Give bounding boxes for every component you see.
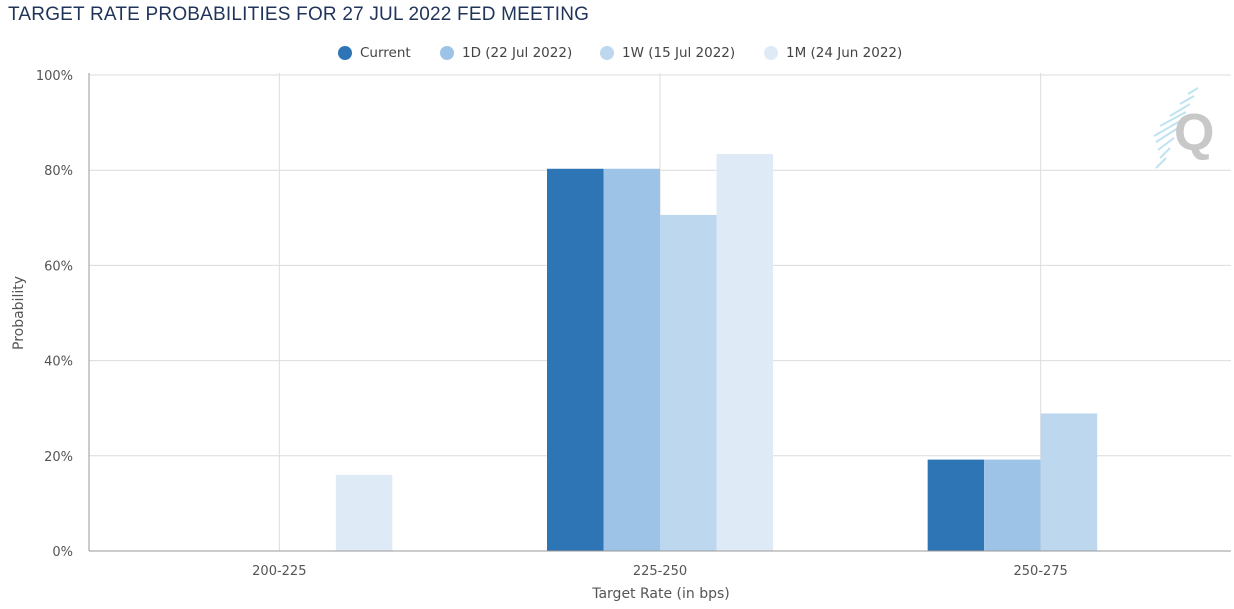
legend-item-1m[interactable]: 1M (24 Jun 2022) (764, 42, 902, 64)
legend-label: 1M (24 Jun 2022) (786, 45, 903, 61)
x-axis-title: Target Rate (in bps) (591, 586, 730, 602)
y-tick-label: 20% (44, 450, 73, 465)
bar-225-250-series-1[interactable] (603, 168, 661, 551)
x-tick-label: 200-225 (252, 564, 306, 579)
bar-250-275-series-1[interactable] (984, 459, 1041, 551)
legend-item-1w[interactable]: 1W (15 Jul 2022) (600, 42, 735, 64)
y-tick-label: 100% (36, 69, 73, 84)
legend-label: Current (360, 45, 411, 61)
x-tick-label: 225-250 (633, 564, 687, 579)
legend-marker-icon (440, 46, 454, 60)
x-tick-label: 250-275 (1014, 564, 1068, 579)
legend-label: 1W (15 Jul 2022) (622, 45, 736, 61)
q-logo-icon: Q (1153, 87, 1214, 169)
y-axis-title: Probability (11, 276, 27, 350)
legend-label: 1D (22 Jul 2022) (462, 45, 573, 61)
x-axis-ticks: 200-225 225-250 250-275 (252, 564, 1068, 579)
legend-marker-icon (338, 46, 352, 60)
page-title: TARGET RATE PROBABILITIES FOR 27 JUL 202… (8, 4, 590, 25)
legend-marker-icon (764, 46, 778, 60)
y-axis-ticks: 0% 20% 40% 60% 80% 100% (36, 69, 73, 560)
y-tick-label: 60% (44, 259, 73, 274)
svg-text:Q: Q (1174, 104, 1214, 162)
bar-225-250-series-2[interactable] (660, 214, 717, 551)
legend-item-1d[interactable]: 1D (22 Jul 2022) (440, 42, 572, 64)
chart-legend: Current 1D (22 Jul 2022) 1W (15 Jul 2022… (0, 42, 1234, 64)
bar-250-275-series-0[interactable] (927, 459, 985, 551)
legend-marker-icon (600, 46, 614, 60)
y-tick-label: 0% (52, 545, 73, 560)
bar-225-250-series-0[interactable] (547, 168, 604, 551)
bars (335, 154, 1098, 552)
bar-250-275-series-2[interactable] (1040, 413, 1098, 551)
bar-200-225-series-3[interactable] (335, 474, 393, 551)
y-tick-label: 40% (44, 355, 73, 370)
bar-225-250-series-3[interactable] (716, 154, 774, 552)
legend-item-current[interactable]: Current (338, 42, 411, 64)
y-tick-label: 80% (44, 164, 73, 179)
